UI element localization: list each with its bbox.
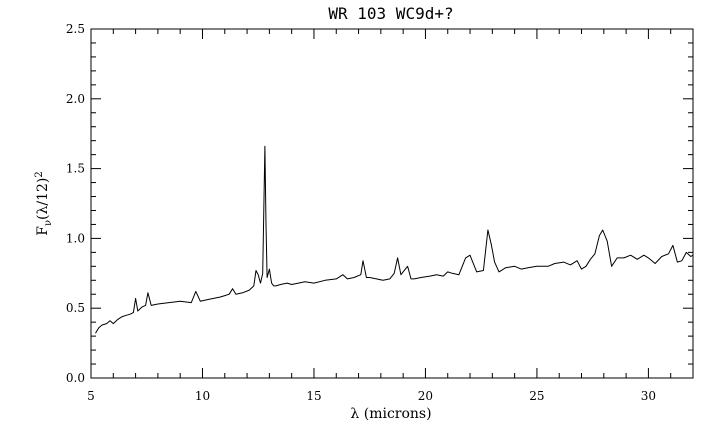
y-axis-label: Fν(λ/12)2 <box>34 171 54 236</box>
x-tick-label: 20 <box>418 389 433 403</box>
x-tick-label: 25 <box>529 389 544 403</box>
y-tick-label: 1.0 <box>66 231 85 245</box>
y-tick-label: 1.5 <box>66 162 85 176</box>
y-tick-label: 0.0 <box>66 371 85 385</box>
series-line-0 <box>95 145 694 334</box>
y-tick-label: 2.0 <box>66 92 85 106</box>
plot-frame <box>90 28 694 379</box>
x-tick-label: 10 <box>195 389 210 403</box>
y-tick-label: 2.5 <box>66 22 85 36</box>
x-tick-label: 30 <box>641 389 656 403</box>
x-tick-label: 5 <box>87 389 95 403</box>
x-axis-label: λ (microns) <box>350 406 431 422</box>
x-tick-label: 15 <box>306 389 321 403</box>
y-tick-label: 0.5 <box>66 301 85 315</box>
y-axis-label-text: Fν(λ/12)2 <box>34 171 54 236</box>
chart-title: WR 103 WC9d+? <box>328 4 453 23</box>
